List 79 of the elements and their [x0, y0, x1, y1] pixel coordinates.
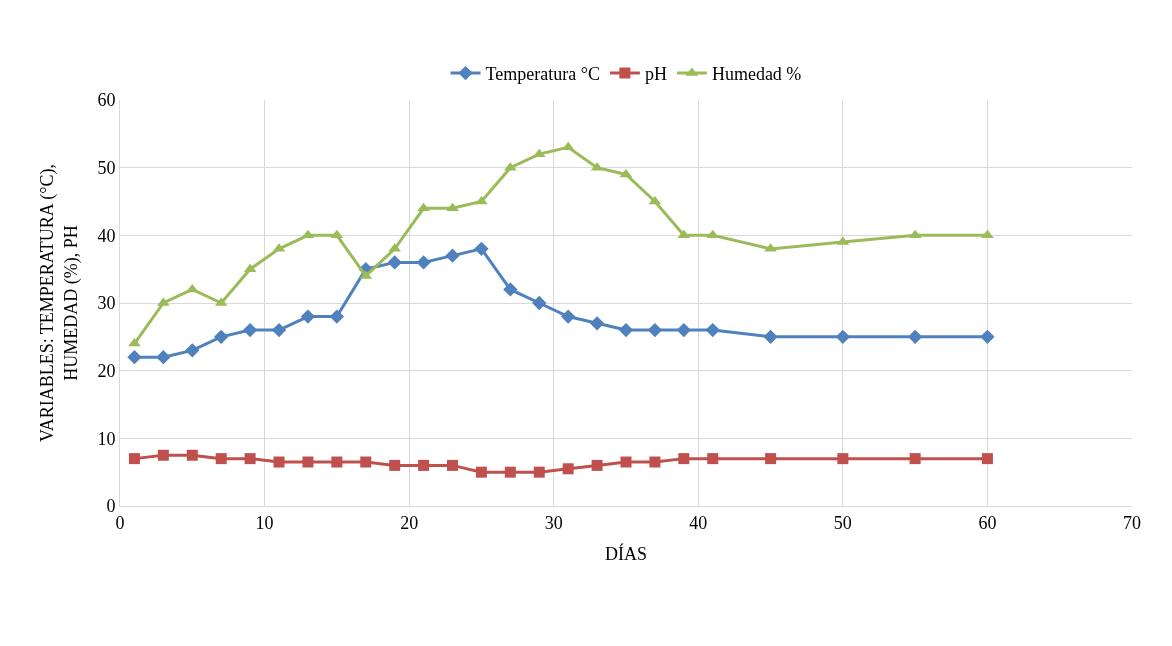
point [589, 316, 605, 331]
point [300, 309, 316, 324]
point [330, 229, 344, 239]
point [185, 283, 199, 293]
point [677, 229, 691, 239]
point [620, 456, 632, 468]
legend-label: Humedad % [711, 64, 802, 85]
x-tick-label: 70 [1123, 512, 1141, 533]
point [387, 255, 402, 270]
point [474, 241, 489, 257]
point [533, 466, 545, 478]
point [591, 459, 603, 471]
x-tick-label: 60 [978, 512, 997, 533]
point [242, 322, 258, 338]
point [214, 329, 229, 344]
point [418, 459, 430, 471]
point [157, 449, 169, 461]
x-tick-label: 30 [544, 512, 563, 533]
point [837, 453, 849, 465]
point [705, 322, 720, 338]
point [302, 456, 314, 468]
point [128, 453, 140, 465]
x-tick-label: 20 [400, 512, 419, 533]
y-tick-label: 10 [97, 428, 116, 449]
point [618, 322, 634, 338]
y-tick-label: 50 [97, 157, 116, 178]
point [446, 202, 459, 212]
y-tick-label: 30 [97, 293, 116, 314]
legend-label: pH [644, 64, 667, 85]
point [707, 453, 719, 465]
y-tick-label: 40 [97, 225, 116, 246]
point [503, 282, 518, 297]
point [156, 349, 171, 365]
point [647, 322, 663, 338]
point [765, 453, 777, 465]
point [908, 229, 922, 239]
point [244, 453, 256, 465]
point [360, 456, 372, 468]
point [447, 459, 459, 471]
point [331, 456, 343, 468]
point [271, 322, 287, 338]
x-axis-title: DÍAS [604, 542, 648, 564]
legend-label: Temperatura °C [485, 64, 600, 85]
point [416, 255, 431, 270]
point [504, 466, 516, 478]
point [562, 463, 574, 475]
y-tick-label: 0 [106, 496, 116, 517]
point [980, 329, 995, 344]
point [389, 459, 401, 471]
point [186, 449, 198, 461]
point [678, 453, 690, 465]
point [676, 322, 691, 338]
point [475, 466, 487, 478]
point [215, 453, 227, 465]
x-tick-label: 10 [255, 512, 274, 533]
point [619, 168, 633, 178]
point [532, 295, 547, 311]
x-tick-label: 50 [833, 512, 852, 533]
point [329, 309, 345, 324]
point [763, 329, 778, 344]
point [301, 229, 315, 239]
point [417, 202, 430, 212]
point [445, 248, 460, 263]
point [185, 343, 200, 358]
point [907, 329, 923, 344]
y-axis-title: VARIABLES: TEMPERATURA (°C), HUMEDAD (%), PH [37, 163, 82, 443]
point [835, 329, 851, 344]
point [561, 309, 576, 324]
point [273, 456, 285, 468]
point [981, 229, 994, 239]
y-tick-label: 60 [97, 90, 116, 111]
point [981, 453, 993, 465]
point [909, 453, 921, 465]
x-tick-label: 40 [689, 512, 708, 533]
point [706, 229, 720, 239]
point [561, 141, 575, 151]
point [649, 456, 661, 468]
point [127, 349, 142, 365]
y-tick-label: 20 [97, 360, 116, 381]
